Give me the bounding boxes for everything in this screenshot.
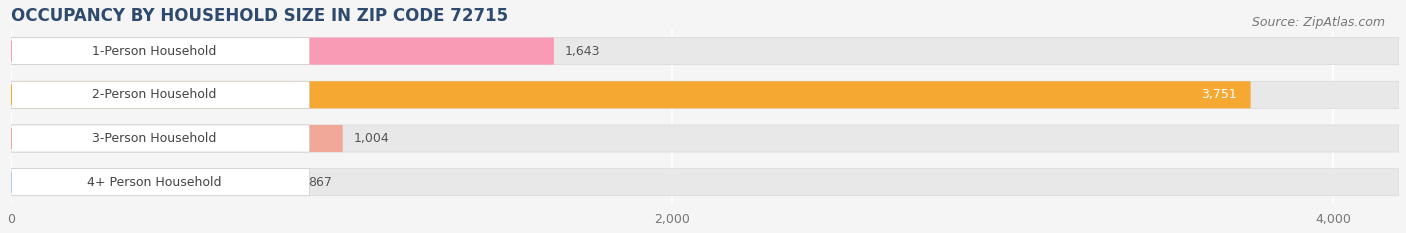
FancyBboxPatch shape <box>11 169 1399 196</box>
FancyBboxPatch shape <box>11 81 1251 108</box>
FancyBboxPatch shape <box>11 125 1399 152</box>
Text: 3,751: 3,751 <box>1201 88 1237 101</box>
Text: 1,643: 1,643 <box>565 45 600 58</box>
FancyBboxPatch shape <box>11 38 554 65</box>
FancyBboxPatch shape <box>11 169 298 196</box>
FancyBboxPatch shape <box>11 38 1399 65</box>
FancyBboxPatch shape <box>11 169 309 196</box>
Text: 4+ Person Household: 4+ Person Household <box>87 176 222 189</box>
Text: 1-Person Household: 1-Person Household <box>91 45 217 58</box>
FancyBboxPatch shape <box>11 81 1399 108</box>
Text: 867: 867 <box>308 176 332 189</box>
FancyBboxPatch shape <box>11 81 309 108</box>
Text: OCCUPANCY BY HOUSEHOLD SIZE IN ZIP CODE 72715: OCCUPANCY BY HOUSEHOLD SIZE IN ZIP CODE … <box>11 7 508 25</box>
Text: 1,004: 1,004 <box>354 132 389 145</box>
FancyBboxPatch shape <box>11 38 309 65</box>
Text: 3-Person Household: 3-Person Household <box>91 132 217 145</box>
Text: Source: ZipAtlas.com: Source: ZipAtlas.com <box>1251 16 1385 29</box>
FancyBboxPatch shape <box>11 125 309 152</box>
FancyBboxPatch shape <box>11 125 343 152</box>
Text: 2-Person Household: 2-Person Household <box>91 88 217 101</box>
